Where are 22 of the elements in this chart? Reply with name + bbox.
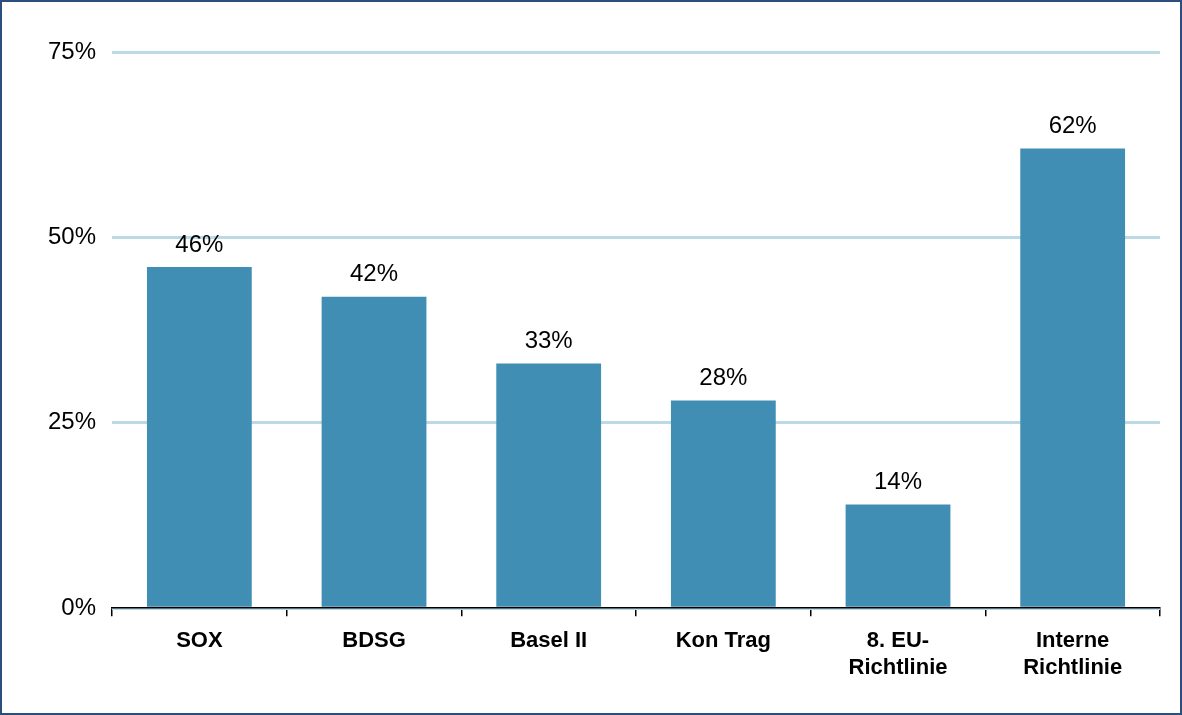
data-label: 14% bbox=[873, 467, 923, 494]
x-tick-label: BDSG bbox=[342, 627, 406, 653]
x-tick-label: 8. EU-Richtlinie bbox=[848, 627, 948, 679]
y-tick-label: 25% bbox=[47, 407, 97, 435]
bar bbox=[670, 400, 776, 607]
x-tick-label: Interne Richtlinie bbox=[1023, 627, 1123, 679]
x-tick-label: Kon Trag bbox=[675, 627, 772, 653]
bar bbox=[496, 363, 602, 607]
bar bbox=[146, 267, 252, 607]
y-tick-label: 50% bbox=[47, 222, 97, 250]
data-label: 46% bbox=[175, 229, 224, 257]
bar bbox=[321, 296, 427, 607]
bar bbox=[845, 504, 951, 607]
x-tick-label: Basel II bbox=[510, 627, 588, 653]
data-label: 62% bbox=[1048, 111, 1097, 139]
y-tick-label: 75% bbox=[47, 36, 97, 64]
data-label: 28% bbox=[699, 363, 748, 391]
data-label: 33% bbox=[524, 326, 573, 354]
y-tick-label: 0% bbox=[61, 592, 97, 620]
data-label: 42% bbox=[350, 259, 399, 287]
x-tick-label: SOX bbox=[176, 627, 223, 653]
bar bbox=[1020, 148, 1126, 607]
